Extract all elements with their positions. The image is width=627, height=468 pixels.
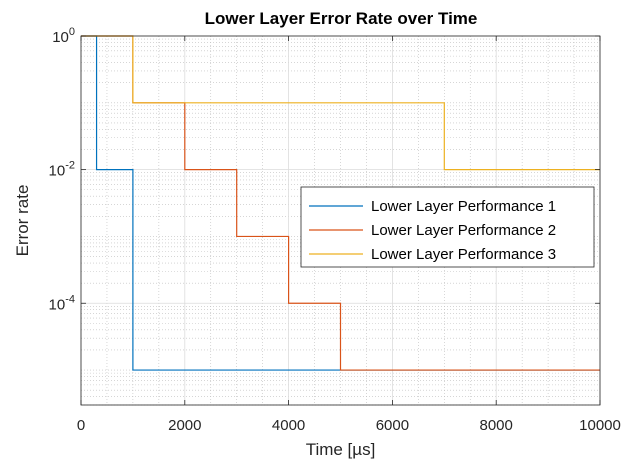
y-tick-label: 10-2 bbox=[49, 160, 75, 180]
x-tick-label: 4000 bbox=[272, 417, 305, 434]
x-axis-label: Time [µs] bbox=[306, 440, 376, 459]
x-tick-label: 10000 bbox=[579, 417, 621, 434]
x-tick-label: 6000 bbox=[376, 417, 409, 434]
legend: Lower Layer Performance 1 Lower Layer Per… bbox=[300, 186, 595, 268]
axis-ticks: 0 2000 4000 6000 8000 10000 100 10-2 10-4 bbox=[49, 26, 621, 434]
plot-frame bbox=[80, 35, 601, 406]
x-tick-label: 8000 bbox=[480, 417, 513, 434]
x-tick-label: 2000 bbox=[168, 417, 201, 434]
x-tick-label: 0 bbox=[77, 417, 85, 434]
y-tick-label: 10-4 bbox=[49, 293, 75, 313]
chart-title: Lower Layer Error Rate over Time bbox=[205, 9, 478, 28]
y-axis-label: Error rate bbox=[13, 185, 32, 257]
legend-label-2: Lower Layer Performance 2 bbox=[371, 222, 556, 239]
legend-label-1: Lower Layer Performance 1 bbox=[371, 198, 556, 215]
legend-label-3: Lower Layer Performance 3 bbox=[371, 246, 556, 263]
y-tick-label: 100 bbox=[52, 26, 75, 46]
